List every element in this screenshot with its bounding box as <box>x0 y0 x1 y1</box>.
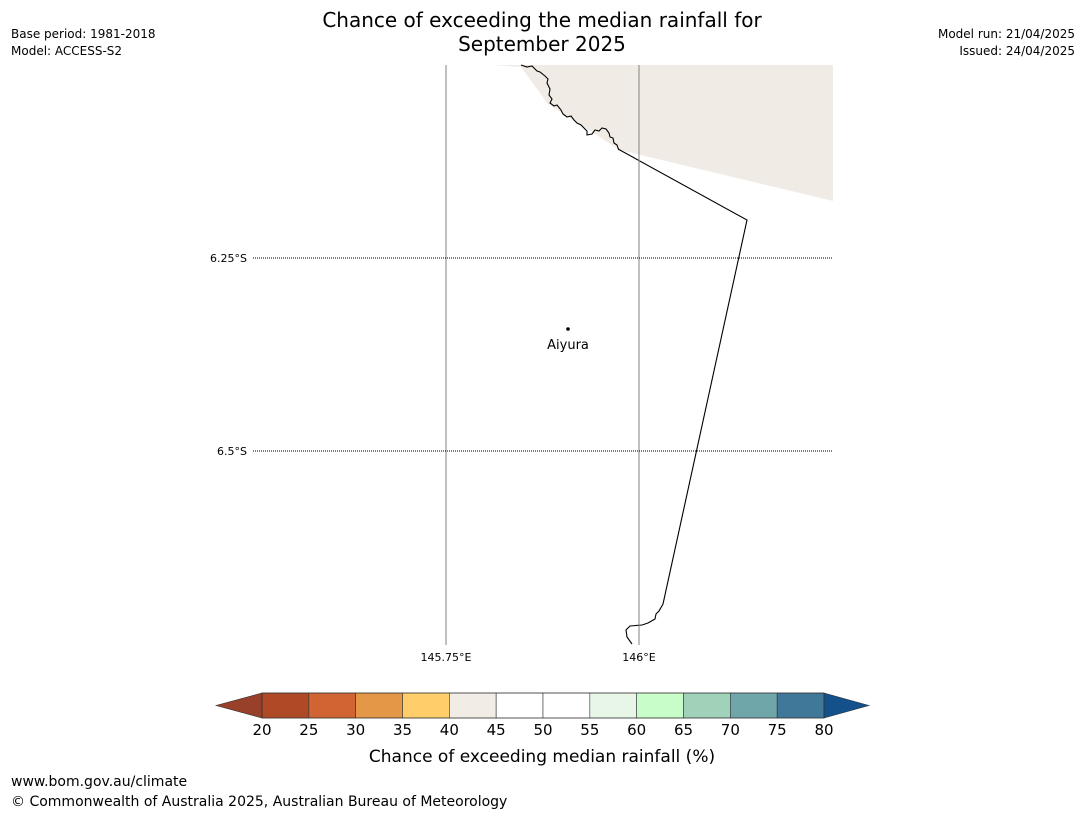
legend-tick-label: 75 <box>768 721 787 739</box>
legend-swatch <box>261 692 310 719</box>
legend-tick-label: 80 <box>814 721 833 739</box>
legend-tick-label: 40 <box>440 721 459 739</box>
title-line-1: Chance of exceeding the median rainfall … <box>322 8 762 32</box>
legend-swatch <box>449 692 497 719</box>
model-run-text: Model run: 21/04/2025 <box>937 27 1075 41</box>
latitude-label: 6.5°S <box>217 445 247 458</box>
legend-tick-label: 70 <box>721 721 740 739</box>
legend-low-extend <box>214 692 263 719</box>
model-name-text: Model: ACCESS-S2 <box>11 44 123 58</box>
base-period-text: Base period: 1981-2018 <box>11 27 156 41</box>
legend-tick-label: 35 <box>393 721 412 739</box>
longitude-label: 146°E <box>622 651 655 664</box>
legend-swatch <box>683 692 731 719</box>
legend-high-extend <box>823 692 871 719</box>
title-line-2: September 2025 <box>458 32 626 56</box>
coastline <box>520 64 620 151</box>
run-info: Model run: 21/04/2025 Issued: 24/04/2025 <box>938 26 1075 60</box>
legend-tick-label: 55 <box>580 721 599 739</box>
legend-swatch <box>636 692 684 719</box>
legend-swatch <box>730 692 778 719</box>
legend-tick-label: 50 <box>533 721 552 739</box>
copyright-notice: © Commonwealth of Australia 2025, Austra… <box>11 794 508 810</box>
legend-swatch <box>589 692 637 719</box>
longitude-label: 145.75°E <box>421 651 472 664</box>
legend-tick-label: 25 <box>299 721 318 739</box>
map-title: Chance of exceeding the median rainfall … <box>242 8 842 56</box>
legend-swatch <box>776 692 825 719</box>
legend-swatch <box>542 692 591 719</box>
legend-title: Chance of exceeding median rainfall (%) <box>369 747 715 767</box>
legend-swatch <box>355 692 403 719</box>
place-label: Aiyura <box>547 338 589 353</box>
website-link[interactable]: www.bom.gov.au/climate <box>11 774 188 790</box>
model-info: Base period: 1981-2018 Model: ACCESS-S2 <box>11 26 156 60</box>
legend-tick-label: 45 <box>487 721 506 739</box>
land-area-shading <box>492 65 833 201</box>
latitude-label: 6.25°S <box>210 252 247 265</box>
legend-tick-label: 30 <box>346 721 365 739</box>
legend-frame <box>261 692 825 719</box>
place-marker <box>566 327 570 331</box>
legend-tick-label: 20 <box>252 721 271 739</box>
legend-tick-label: 60 <box>627 721 646 739</box>
legend-swatch <box>495 692 544 719</box>
legend-swatch <box>308 692 356 719</box>
map-panel: 6.25°S 6.5°S 145.75°E 146°E Aiyura <box>210 64 833 664</box>
colour-legend: 20 25 30 35 40 45 50 55 60 65 70 75 80 Chance of exc… <box>214 692 871 767</box>
issued-text: Issued: 24/04/2025 <box>959 44 1075 58</box>
boundary-line <box>617 148 748 645</box>
legend-swatch <box>402 692 450 719</box>
legend-tick-label: 65 <box>674 721 693 739</box>
